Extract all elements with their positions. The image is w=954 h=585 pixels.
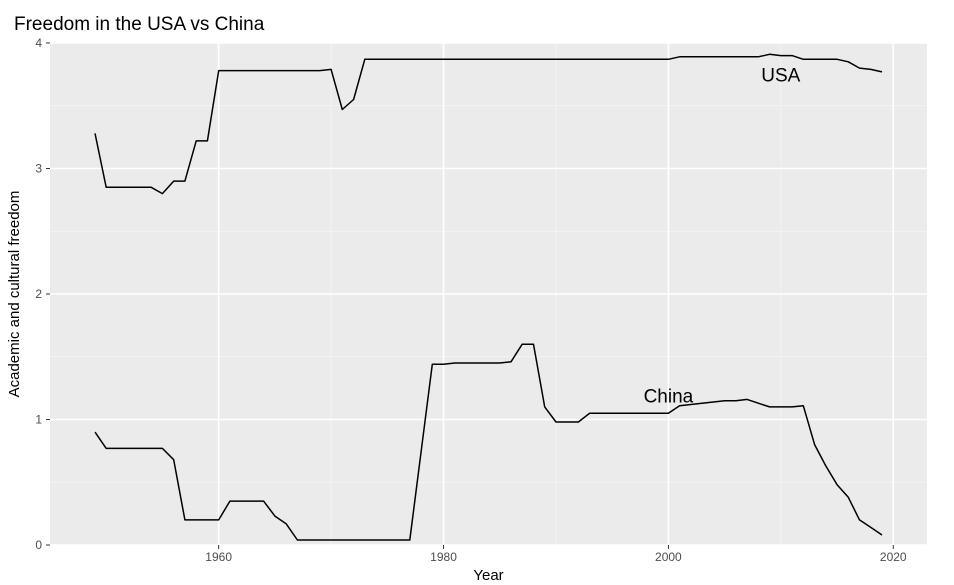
y-tick-label: 2	[35, 287, 42, 301]
x-tick-label: 1980	[430, 550, 457, 564]
series-layer	[94, 53, 883, 541]
x-tick-label: 2020	[880, 550, 907, 564]
y-tick-label: 4	[35, 36, 42, 50]
y-axis-label: Academic and cultural freedom	[6, 191, 23, 398]
series-line-china	[94, 343, 883, 541]
series-label-china: China	[644, 387, 694, 408]
y-tick-label: 3	[35, 162, 42, 176]
gridlines	[50, 42, 927, 546]
series-line-usa	[94, 53, 883, 195]
x-axis: 1960 1980 2000 2020	[205, 545, 907, 564]
series-annotations: USA China	[644, 65, 801, 407]
y-tick-label: 0	[35, 538, 42, 552]
chart-title: Freedom in the USA vs China	[14, 14, 265, 35]
x-tick-label: 2000	[655, 550, 682, 564]
x-tick-label: 1960	[205, 550, 232, 564]
y-tick-label: 1	[35, 413, 42, 427]
y-axis: 0 1 2 3 4	[35, 36, 50, 552]
series-label-usa: USA	[761, 65, 800, 86]
x-axis-label: Year	[473, 567, 503, 584]
